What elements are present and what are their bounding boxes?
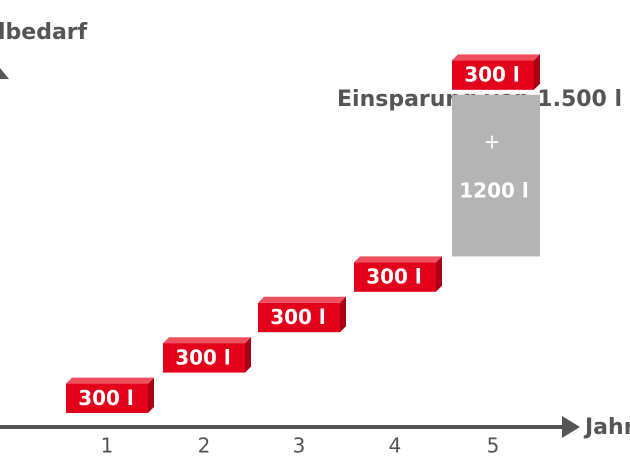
- x-tick-label: 2: [198, 434, 211, 458]
- y-axis-label: lbedarf: [0, 20, 88, 45]
- bar-top: [452, 54, 540, 61]
- bar: [452, 60, 534, 90]
- bar: [163, 343, 245, 373]
- carried-block: [452, 94, 540, 257]
- bar-side: [534, 54, 540, 90]
- bar-top: [354, 256, 442, 263]
- carried-label: 1200 l: [459, 178, 528, 202]
- value-label: 300 l: [175, 345, 231, 369]
- bar-side: [340, 296, 346, 333]
- bar: [354, 262, 436, 292]
- bar-side: [148, 377, 154, 413]
- y-axis-arrow: [0, 68, 9, 79]
- carried-sign: +: [484, 129, 501, 153]
- bar-top: [258, 296, 346, 303]
- bar-top: [163, 337, 251, 344]
- bar: [258, 302, 340, 333]
- bar-top: [66, 377, 154, 384]
- value-label: 300 l: [366, 265, 422, 289]
- value-label: 300 l: [78, 386, 134, 410]
- value-label: 300 l: [464, 63, 520, 87]
- x-tick-label: 5: [487, 434, 500, 458]
- bar: [66, 383, 148, 413]
- bar-side: [436, 256, 442, 292]
- x-tick-label: 3: [293, 434, 306, 458]
- value-label: 300 l: [270, 305, 326, 329]
- x-tick-label: 1: [101, 434, 114, 458]
- bar-side: [245, 337, 251, 373]
- x-axis-arrow: [562, 416, 580, 438]
- x-tick-label: 4: [389, 434, 402, 458]
- x-axis-label: Jahr: [583, 415, 630, 440]
